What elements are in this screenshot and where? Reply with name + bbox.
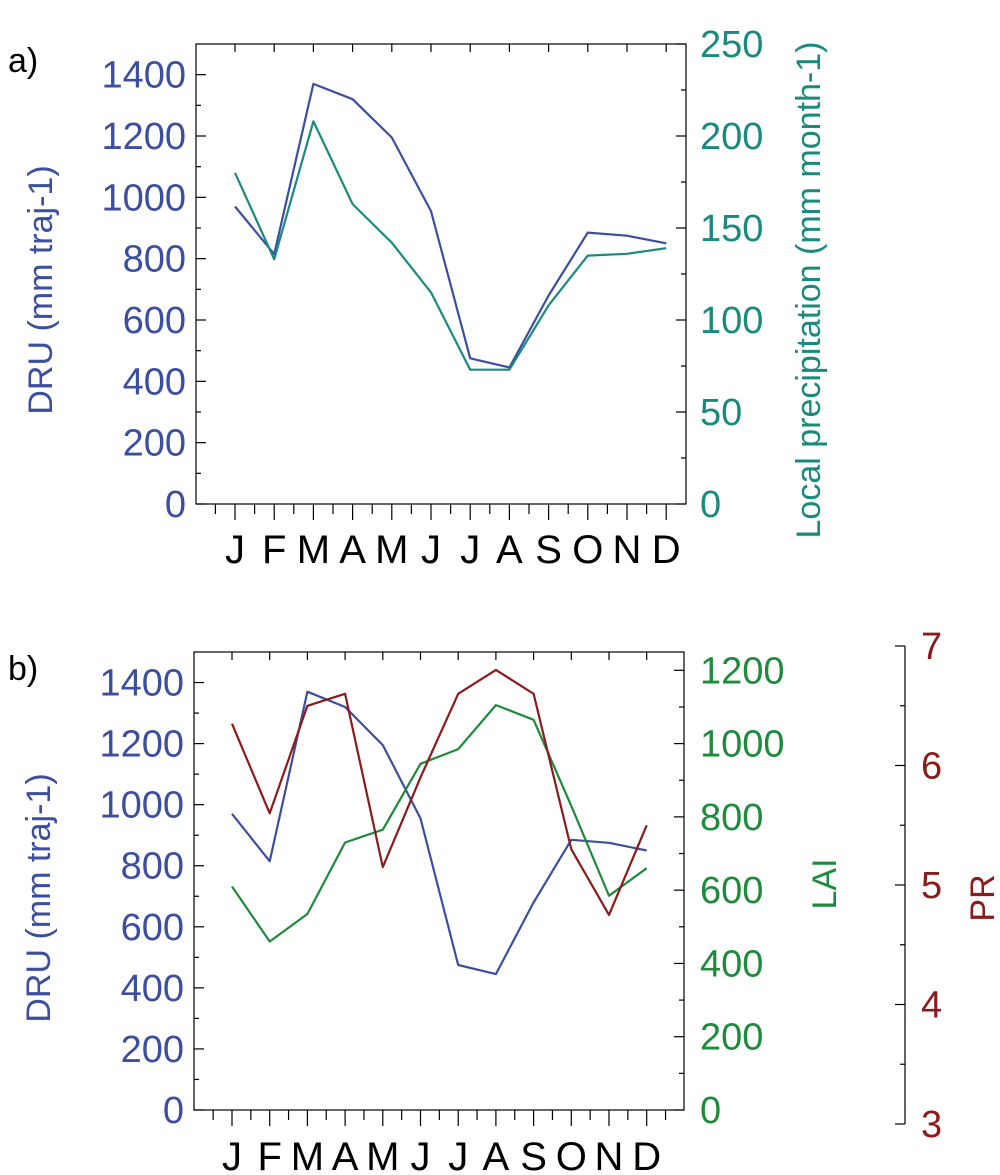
right-tick-label: 150 xyxy=(700,208,763,250)
pr-series-line xyxy=(230,668,648,917)
month-label: J xyxy=(448,1135,468,1175)
panel-a-right-axis-title: Local precipitation (mm month-1) xyxy=(790,42,828,539)
left-tick-label: 1000 xyxy=(99,785,184,827)
month-label: J xyxy=(411,1135,431,1175)
left-tick-label: 800 xyxy=(123,239,186,281)
month-label: J xyxy=(421,528,441,572)
left-tick-label: 600 xyxy=(121,907,184,949)
month-label: M xyxy=(291,1135,324,1175)
month-label: S xyxy=(535,528,562,572)
panel-b: b) 0 200 400 600 800 1000 1200 1400 0 200 400 600 8… xyxy=(8,626,1000,1175)
right-tick-label: 0 xyxy=(700,484,721,526)
left-tick-label: 1200 xyxy=(99,724,184,766)
precip-series-line xyxy=(233,120,667,371)
panel-a-left-axis-title: DRU (mm traj-1) xyxy=(22,165,60,414)
month-label: J xyxy=(460,528,480,572)
panel-b-label: b) xyxy=(8,650,38,688)
right-tick-label: 100 xyxy=(700,300,763,342)
left-tick-label: 200 xyxy=(121,1029,184,1071)
panel-b-lai-axis-title: LAI xyxy=(806,858,844,909)
panel-a-series xyxy=(233,82,667,371)
right-tick-label: 0 xyxy=(700,1090,721,1132)
month-label: O xyxy=(572,528,603,572)
month-label: J xyxy=(222,1135,242,1175)
month-label: A xyxy=(483,1135,510,1175)
right-tick-label: 50 xyxy=(700,392,742,434)
dru-series-line xyxy=(234,82,667,369)
left-tick-label: 1000 xyxy=(101,177,186,219)
left-tick-label: 400 xyxy=(123,361,186,403)
right-tick-label: 600 xyxy=(700,870,763,912)
panel-a: a) 0 200 400 600 800 1000 1200 1400 0 50 100 150 20… xyxy=(8,24,828,572)
panel-b-right-axis: 0 200 400 600 800 1000 1200 xyxy=(674,650,785,1132)
pr-tick-label: 6 xyxy=(921,746,942,788)
right-tick-label: 1200 xyxy=(700,650,785,692)
left-tick-label: 1200 xyxy=(101,116,186,158)
right-tick-label: 200 xyxy=(700,1017,763,1059)
left-tick-label: 800 xyxy=(121,846,184,888)
panel-a-label: a) xyxy=(8,42,38,80)
month-label: F xyxy=(257,1135,281,1175)
panel-a-right-axis: 0 50 100 150 200 250 xyxy=(676,24,763,526)
month-label: M xyxy=(366,1135,399,1175)
month-label: M xyxy=(375,528,408,572)
left-tick-label: 400 xyxy=(121,968,184,1010)
month-label: S xyxy=(520,1135,547,1175)
month-label: N xyxy=(613,528,642,572)
left-tick-label: 600 xyxy=(123,300,186,342)
panel-b-pr-axis-title: PR xyxy=(964,874,1000,921)
left-tick-label: 1400 xyxy=(101,55,186,97)
right-tick-label: 250 xyxy=(700,24,763,66)
pr-tick-label: 5 xyxy=(921,865,942,907)
panel-b-left-axis: 0 200 400 600 800 1000 1200 1400 xyxy=(99,663,204,1132)
right-tick-label: 800 xyxy=(700,797,763,839)
dru-series-line xyxy=(231,690,647,976)
pr-tick-label: 3 xyxy=(921,1104,942,1146)
pr-tick-label: 4 xyxy=(921,985,942,1027)
panel-a-plot-frame xyxy=(195,43,687,505)
right-tick-label: 200 xyxy=(700,116,763,158)
panel-b-series xyxy=(230,668,648,976)
month-label: D xyxy=(652,528,681,572)
month-label: J xyxy=(225,528,245,572)
lai-series-line xyxy=(231,703,648,943)
pr-tick-label: 7 xyxy=(921,626,942,668)
month-label: A xyxy=(332,1135,359,1175)
month-label: A xyxy=(496,528,523,572)
panel-b-plot-frame xyxy=(193,651,685,1111)
month-label: M xyxy=(297,528,330,572)
left-tick-label: 0 xyxy=(163,1090,184,1132)
month-label: F xyxy=(262,528,286,572)
panel-b-left-axis-title: DRU (mm traj-1) xyxy=(20,773,58,1022)
month-label: D xyxy=(632,1135,661,1175)
month-label: A xyxy=(339,528,366,572)
panel-b-pr-axis: 3 4 5 6 7 xyxy=(895,626,942,1146)
left-tick-label: 1400 xyxy=(99,663,184,705)
right-tick-label: 400 xyxy=(700,943,763,985)
left-tick-label: 200 xyxy=(123,423,186,465)
month-label: N xyxy=(595,1135,624,1175)
left-tick-label: 0 xyxy=(165,484,186,526)
month-label: O xyxy=(556,1135,587,1175)
right-tick-label: 1000 xyxy=(700,724,785,766)
panel-a-left-axis: 0 200 400 600 800 1000 1200 1400 xyxy=(101,55,206,526)
